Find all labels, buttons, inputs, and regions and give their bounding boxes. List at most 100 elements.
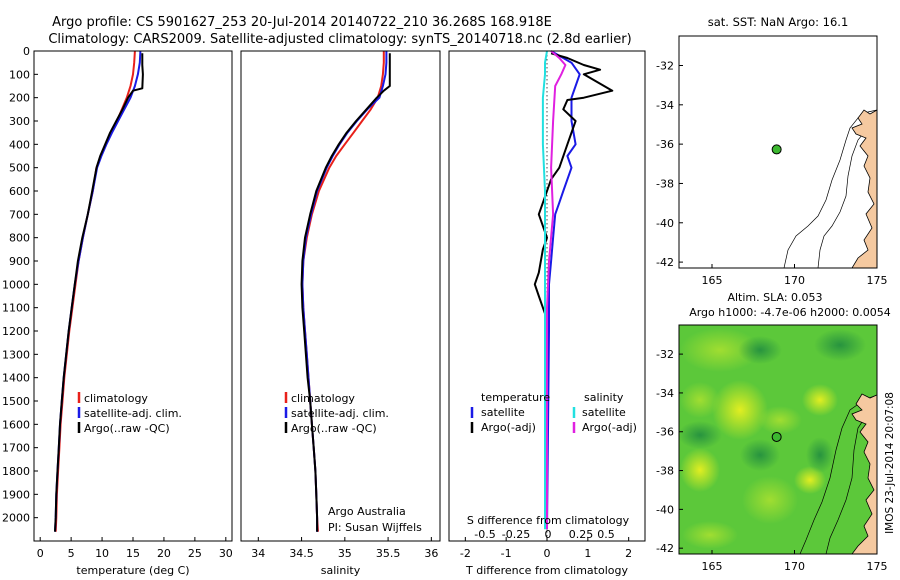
salinity-panel: 34 34.5 35 35.5 36 salinity climatology satelli…	[240, 50, 441, 577]
y-tick-label: 1500	[2, 395, 30, 408]
top-tick-label: -0.25	[502, 528, 530, 541]
y-tick-label: 0	[23, 45, 30, 58]
map-y-tick-label: -42	[656, 542, 674, 555]
location-map: sat. SST: NaN Argo: 16.1 -32 -34 -36 -38 -40…	[656, 15, 887, 287]
annotation-line: PI: Susan Wijffels	[328, 521, 422, 534]
map-y-tick-label: -38	[656, 177, 674, 190]
side-timestamp-label: IMOS 23-Jul-2014 20:07:08	[884, 392, 896, 534]
map-y-tick-label: -32	[656, 348, 674, 361]
legend-label: Argo(-adj)	[582, 421, 637, 434]
altimetry-map-axes: -32 -34 -36 -38 -40 -42 165 170 175	[656, 348, 887, 573]
difference-panel: -2 -1 0 1 2 T difference from climatology temp…	[448, 50, 646, 577]
map-x-tick-label: 170	[784, 274, 805, 287]
legend-label: satellite-adj. clim.	[291, 407, 389, 420]
legend-label: Argo(-adj)	[481, 421, 536, 434]
x-tick-label: 2	[625, 547, 632, 560]
y-tick-label: 800	[9, 232, 30, 245]
map-y-tick-label: -34	[656, 99, 674, 112]
top-axis-label: S difference from climatology	[467, 514, 630, 527]
legend-title-temperature: temperature	[481, 391, 550, 404]
y-tick-label: 1600	[2, 418, 30, 431]
map-contour-outer	[783, 109, 877, 268]
x-tick-label: -1	[501, 547, 512, 560]
altimetry-title-line2: Argo h1000: -4.7e-06 h2000: 0.0054	[689, 306, 891, 319]
y-tick-label: 2000	[2, 512, 30, 525]
x-tick-label: 25	[188, 547, 202, 560]
y-tick-label: 300	[9, 115, 30, 128]
series-line-salinity-satellite	[541, 50, 548, 530]
map-x-tick-label: 175	[867, 274, 888, 287]
map-y-tick-label: -36	[656, 426, 674, 439]
y-tick-label: 1700	[2, 442, 30, 455]
y-tick-label: 600	[9, 185, 30, 198]
x-axis-label: T difference from climatology	[465, 564, 628, 577]
y-tick-label: 1800	[2, 465, 30, 478]
legend-label: satellite	[582, 406, 626, 419]
location-map-frame	[678, 35, 878, 269]
x-tick-label: -2	[460, 547, 471, 560]
series-line-temperature-argo-adj-	[533, 52, 614, 530]
altimetry-map: Altim. SLA: 0.053 Argo h1000: -4.7e-06 h…	[656, 291, 891, 573]
series-line-satellite-adj-clim-	[54, 50, 142, 532]
y-tick-label: 700	[9, 208, 30, 221]
x-tick-label: 20	[157, 547, 171, 560]
float-location-marker	[771, 144, 782, 155]
y-tick-label: 1000	[2, 278, 30, 291]
map-contour-inner	[817, 124, 877, 268]
top-tick-label: 0	[545, 528, 552, 541]
y-tick-label: 500	[9, 162, 30, 175]
header-line2: Climatology: CARS2009. Satellite-adjuste…	[48, 32, 631, 47]
top-tick-label: 0.5	[597, 528, 615, 541]
map-x-tick-label: 165	[702, 560, 723, 573]
x-tick-label: 35.5	[376, 547, 401, 560]
location-map-title: sat. SST: NaN Argo: 16.1	[708, 15, 849, 29]
top-tick-label: -0.5	[474, 528, 495, 541]
annotation-line: Argo Australia	[328, 505, 406, 518]
series-line-salinity-argo-adj-	[546, 50, 567, 530]
temperature-panel: 0100200300400500600700800900100011001200…	[2, 45, 233, 577]
altimetry-map-frame	[678, 324, 878, 555]
x-tick-label: 30	[219, 547, 233, 560]
x-tick-label: 15	[126, 547, 140, 560]
map-y-tick-label: -34	[656, 387, 674, 400]
map-y-tick-label: -40	[656, 503, 674, 516]
y-tick-label: 1900	[2, 488, 30, 501]
x-tick-label: 36	[424, 547, 438, 560]
plot-frame	[33, 50, 233, 542]
new-zealand-land	[851, 109, 877, 268]
map-y-tick-label: -40	[656, 217, 674, 230]
legend-label: climatology	[84, 392, 148, 405]
y-tick-label: 1200	[2, 325, 30, 338]
legend-label: Argo(..raw -QC)	[291, 422, 377, 435]
altimetry-title-line1: Altim. SLA: 0.053	[727, 291, 822, 304]
map-x-tick-label: 170	[784, 560, 805, 573]
y-tick-label: 100	[9, 68, 30, 81]
y-tick-label: 400	[9, 138, 30, 151]
x-tick-label: 34	[251, 547, 265, 560]
x-tick-label: 0	[37, 547, 44, 560]
map-y-tick-label: -36	[656, 138, 674, 151]
map-y-tick-label: -38	[656, 465, 674, 478]
x-tick-label: 35	[338, 547, 352, 560]
top-tick-label: 0.25	[569, 528, 594, 541]
series-line-argo-raw-qc-	[300, 53, 391, 532]
legend-label: Argo(..raw -QC)	[84, 422, 170, 435]
legend-label: climatology	[291, 392, 355, 405]
y-tick-label: 900	[9, 255, 30, 268]
x-tick-label: 34.5	[289, 547, 314, 560]
y-tick-label: 200	[9, 92, 30, 105]
location-map-axes: -32 -34 -36 -38 -40 -42 165 170 175	[656, 59, 887, 287]
map-y-tick-label: -32	[656, 59, 674, 72]
map-x-tick-label: 175	[867, 560, 888, 573]
map-x-tick-label: 165	[702, 274, 723, 287]
y-tick-label: 1400	[2, 372, 30, 385]
x-tick-label: 0	[544, 547, 551, 560]
legend-title-salinity: salinity	[584, 391, 624, 404]
series-line-argo-raw-qc-	[54, 53, 144, 532]
series-line-temperature-satellite	[546, 50, 581, 530]
map-y-tick-label: -42	[656, 256, 674, 269]
y-tick-label: 1100	[2, 302, 30, 315]
legend-label: satellite	[481, 406, 525, 419]
x-axis-label: salinity	[321, 564, 361, 577]
